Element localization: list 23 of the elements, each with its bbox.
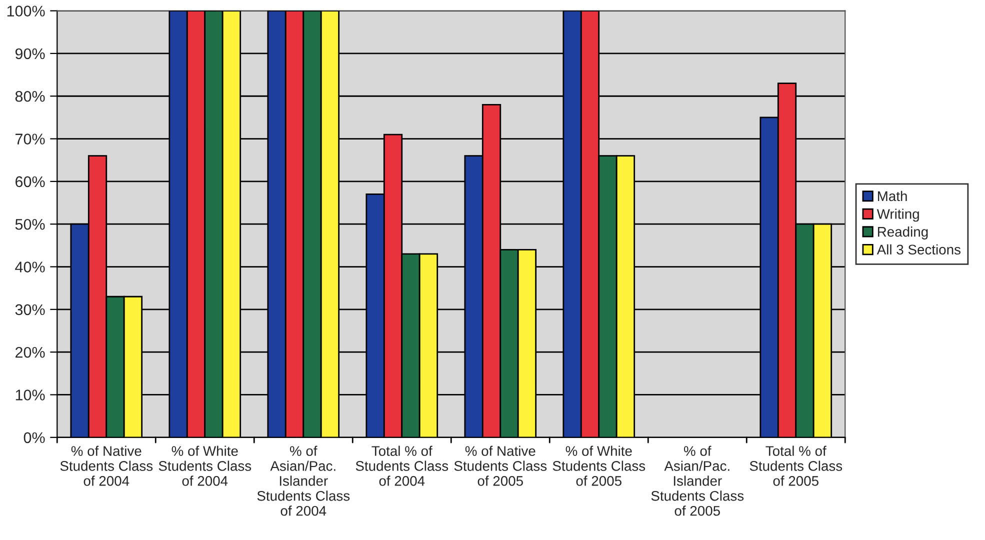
y-tick-label: 80%: [15, 90, 45, 102]
x-tick-label: % of Native Students Class of 2004: [60, 446, 153, 486]
legend-label: Reading: [878, 226, 928, 240]
y-tick-label: 90%: [15, 48, 45, 60]
y-tick-label: 50%: [15, 218, 45, 230]
x-tick-label: % of Native Students Class of 2005: [454, 446, 547, 486]
x-tick-label: Total % of Students Class of 2005: [750, 446, 842, 486]
x-tick-label: % of White Students Class of 2004: [158, 446, 252, 486]
y-tick-label: 30%: [15, 304, 45, 316]
legend-label: Math: [878, 190, 907, 202]
y-tick-label: 10%: [16, 390, 45, 400]
y-tick-label: 60%: [16, 176, 45, 188]
x-tick-label: Total % of Students Class of 2004: [356, 446, 448, 486]
y-tick-label: 20%: [16, 346, 45, 358]
y-tick-label: 70%: [16, 134, 45, 144]
y-tick-label: 40%: [15, 262, 45, 272]
legend-label: Writing: [876, 208, 919, 222]
legend-label: All 3 Sections: [876, 244, 960, 255]
x-tick-label: % of White Students Class of 2005: [552, 446, 646, 486]
x-tick-label: % of Asian/Pac. Islander Students Class of 2005: [651, 446, 744, 516]
y-tick-label: 0%: [24, 432, 45, 444]
y-tick-label: 100%: [7, 6, 45, 16]
x-tick-label: % of Asian/Pac. Islander Students Class of 2004: [257, 446, 350, 516]
